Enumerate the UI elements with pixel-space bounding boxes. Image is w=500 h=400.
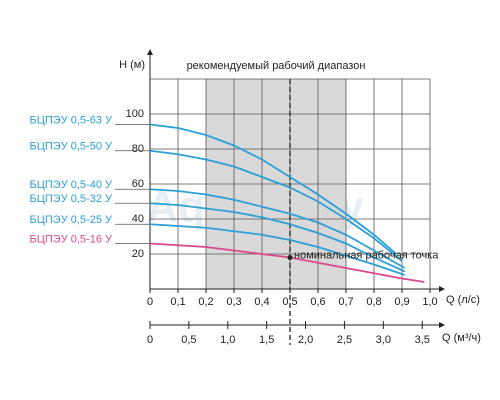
curve — [149, 223, 406, 276]
series-label: БЦПЭУ 0,5-63 У — [30, 114, 113, 126]
x-tick-label: 0 — [147, 296, 153, 308]
x2-tick-label: 1,0 — [220, 334, 235, 346]
y-tick-label: 60 — [132, 178, 144, 190]
x2-tick-label: 2,0 — [298, 334, 313, 346]
x2-axis-label: Q (м³/ч) — [442, 332, 481, 344]
y-tick-label: 80 — [132, 143, 144, 155]
x-axis-label: Q (л/с) — [446, 294, 480, 306]
x2-tick-label: 0,5 — [181, 334, 196, 346]
x-tick-label: 0,3 — [226, 296, 241, 308]
curve — [149, 123, 397, 255]
chart-title: рекомендуемый рабочий диапазон — [187, 60, 366, 72]
x-tick-label: 0,7 — [338, 296, 353, 308]
plot-layer: Aquastory20406080100H (м)Q (л/с)Q (м³/ч)… — [30, 49, 481, 346]
nominal-label: номинальная рабочая точка — [294, 249, 439, 261]
x-tick-label: 0,2 — [198, 296, 213, 308]
nominal-point — [287, 255, 293, 260]
series-label: БЦПЭУ 0,5-40 У — [30, 179, 113, 191]
x-tick-label: 0,6 — [310, 296, 325, 308]
x-tick-label: 0,5 — [282, 296, 297, 308]
series-label: БЦПЭУ 0,5-50 У — [30, 141, 113, 153]
x-tick-label: 1,0 — [422, 296, 437, 308]
x-tick-label: 0,4 — [254, 296, 269, 308]
curve — [149, 202, 406, 273]
series-label: БЦПЭУ 0,5-16 У — [30, 233, 113, 245]
y-tick-label: 20 — [132, 248, 144, 260]
series-label: БЦПЭУ 0,5-32 У — [30, 193, 113, 205]
y-tick-label: 40 — [132, 213, 144, 225]
x2-tick-label: 0 — [147, 334, 153, 346]
x-tick-label: 0,9 — [394, 296, 409, 308]
x2-tick-label: 3,5 — [415, 334, 430, 346]
x-tick-label: 0,8 — [366, 296, 381, 308]
series-label: БЦПЭУ 0,5-25 У — [30, 214, 113, 226]
curve — [149, 188, 406, 269]
x2-tick-label: 2,5 — [337, 334, 352, 346]
y-axis-label: H (м) — [119, 59, 145, 71]
curve — [149, 149, 403, 262]
x2-tick-label: 1,5 — [259, 334, 274, 346]
y-tick-label: 100 — [126, 108, 144, 120]
x2-tick-label: 3,0 — [376, 334, 391, 346]
x-tick-label: 0,1 — [170, 296, 185, 308]
